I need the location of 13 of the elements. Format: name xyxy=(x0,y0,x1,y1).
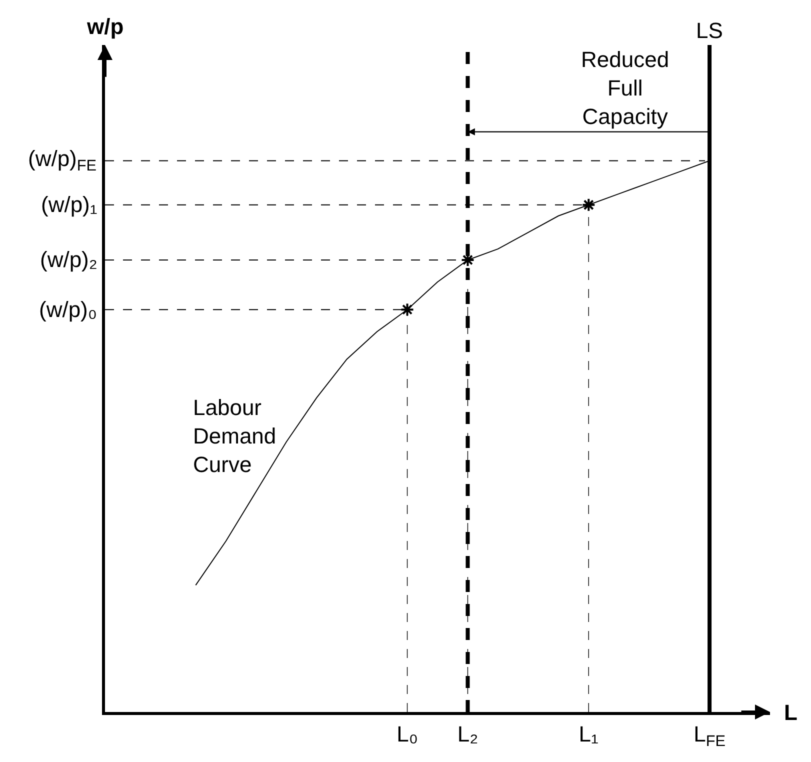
x-tick-label: L₀ xyxy=(396,721,418,746)
x-axis-title: L xyxy=(784,700,798,725)
ref-line-label: (w/p)₁ xyxy=(41,192,98,217)
ref-line-label: (w/p)₀ xyxy=(39,297,98,322)
text: w/p xyxy=(86,14,124,39)
ref-line-label: (w/p)$_{FE}$ xyxy=(28,146,97,175)
ref-line-label: LS xyxy=(696,18,723,43)
x-tick-label: L₁ xyxy=(578,721,598,746)
x-tick-label: L$_{FE}$ xyxy=(694,721,726,750)
x-tick-label: L₂ xyxy=(457,721,478,746)
text: Reduced Full Capacity xyxy=(581,47,670,130)
ref-line-label: (w/p)₂ xyxy=(40,247,98,272)
series-label: Labour Demand Curve xyxy=(193,395,276,478)
